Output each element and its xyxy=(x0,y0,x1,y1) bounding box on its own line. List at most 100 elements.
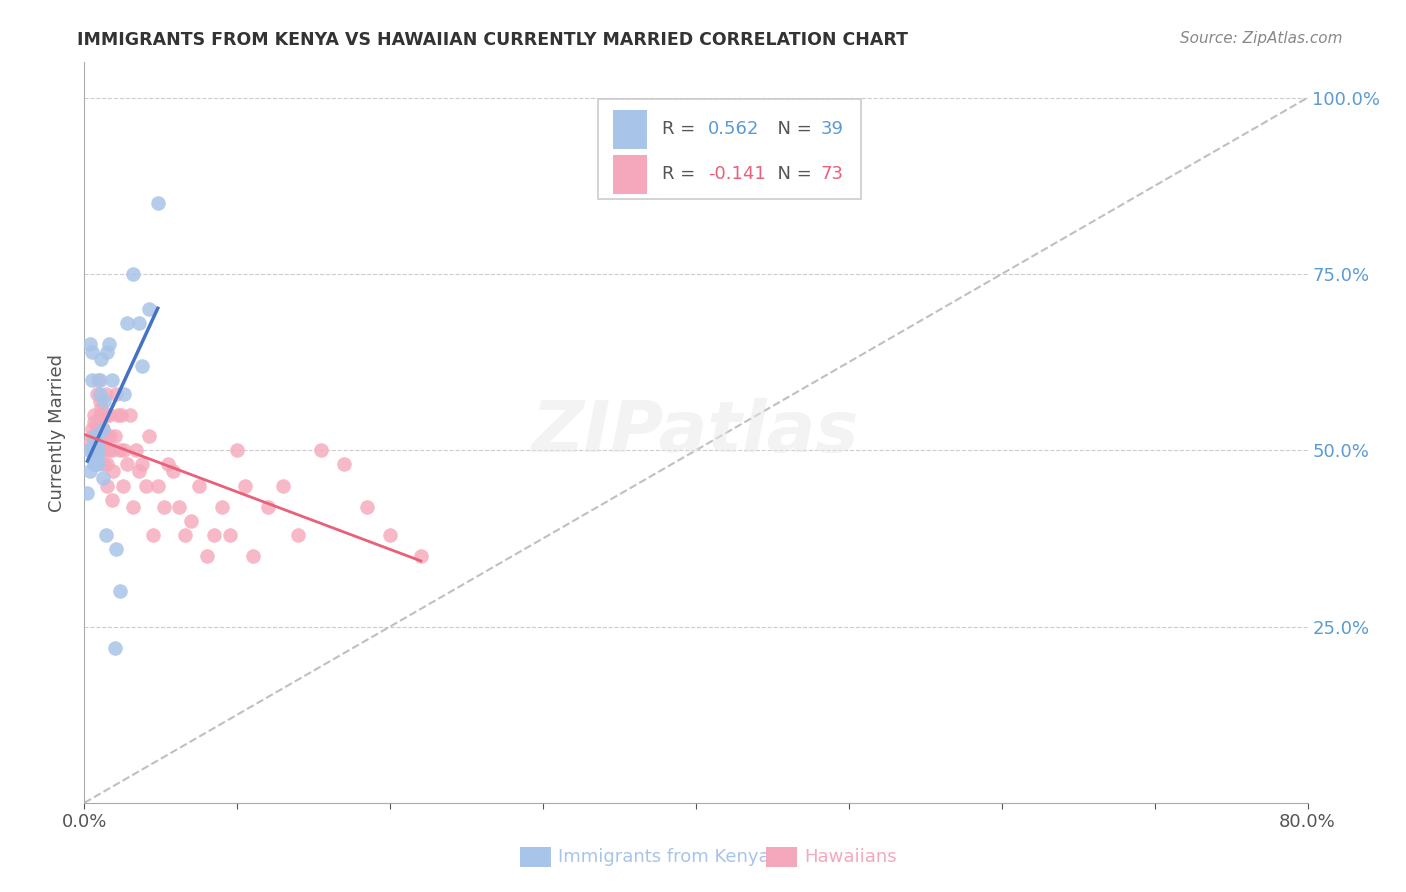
Point xyxy=(79,436,101,450)
Point xyxy=(80,422,103,436)
Point xyxy=(157,458,180,472)
FancyBboxPatch shape xyxy=(598,99,860,200)
Point xyxy=(90,401,112,415)
Point xyxy=(103,464,125,478)
Point xyxy=(84,436,107,450)
Point xyxy=(146,196,169,211)
Point xyxy=(97,443,120,458)
Point xyxy=(87,443,110,458)
Point xyxy=(94,528,117,542)
Point xyxy=(380,528,402,542)
Text: 39: 39 xyxy=(821,120,844,138)
Point xyxy=(125,443,148,458)
Point xyxy=(188,478,211,492)
Point xyxy=(87,415,110,429)
Point xyxy=(409,549,432,563)
Point xyxy=(89,408,111,422)
Text: 73: 73 xyxy=(821,165,844,184)
Point xyxy=(105,387,128,401)
Point xyxy=(93,443,115,458)
Point xyxy=(84,436,107,450)
Point xyxy=(93,458,115,472)
Text: R =: R = xyxy=(662,165,700,184)
Point xyxy=(86,429,108,443)
Point xyxy=(142,528,165,542)
Point xyxy=(90,351,112,366)
Point xyxy=(146,478,169,492)
Point xyxy=(122,267,145,281)
Point xyxy=(167,500,190,514)
Point xyxy=(93,429,115,443)
Point xyxy=(76,485,98,500)
Point xyxy=(86,387,108,401)
Point xyxy=(104,429,127,443)
Point xyxy=(84,458,107,472)
Text: IMMIGRANTS FROM KENYA VS HAWAIIAN CURRENTLY MARRIED CORRELATION CHART: IMMIGRANTS FROM KENYA VS HAWAIIAN CURREN… xyxy=(77,31,908,49)
Point xyxy=(91,422,114,436)
Point xyxy=(218,528,240,542)
Point xyxy=(79,464,101,478)
Point xyxy=(89,393,111,408)
Point xyxy=(77,443,100,458)
Point xyxy=(115,316,138,330)
Point xyxy=(98,429,121,443)
Point xyxy=(80,373,103,387)
Point xyxy=(138,302,160,317)
Point xyxy=(311,443,333,458)
Point xyxy=(233,478,256,492)
Point xyxy=(91,422,114,436)
Point xyxy=(80,344,103,359)
Point xyxy=(96,344,118,359)
Point xyxy=(135,478,157,492)
Point xyxy=(80,443,103,458)
Point xyxy=(94,408,117,422)
Point xyxy=(86,422,108,436)
Point xyxy=(90,443,112,458)
Point xyxy=(108,443,131,458)
Text: Source: ZipAtlas.com: Source: ZipAtlas.com xyxy=(1180,31,1343,46)
Point xyxy=(226,443,249,458)
Text: 0.562: 0.562 xyxy=(709,120,759,138)
Text: Immigrants from Kenya: Immigrants from Kenya xyxy=(558,848,770,866)
Point xyxy=(97,408,120,422)
Point xyxy=(84,443,107,458)
Point xyxy=(83,458,105,472)
Point xyxy=(271,478,294,492)
Point xyxy=(89,373,111,387)
Point xyxy=(287,528,309,542)
Point xyxy=(101,373,124,387)
Bar xyxy=(613,155,647,194)
Text: R =: R = xyxy=(662,120,700,138)
Point xyxy=(110,408,132,422)
Point xyxy=(128,316,150,330)
Point xyxy=(91,471,114,485)
Point xyxy=(112,387,135,401)
Point xyxy=(91,408,114,422)
Text: N =: N = xyxy=(766,165,817,184)
Point xyxy=(86,450,108,465)
Point xyxy=(131,458,153,472)
Point xyxy=(83,443,105,458)
Point xyxy=(96,478,118,492)
Y-axis label: Currently Married: Currently Married xyxy=(48,353,66,512)
Text: -0.141: -0.141 xyxy=(709,165,766,184)
Point xyxy=(356,500,378,514)
Point xyxy=(131,359,153,373)
Text: N =: N = xyxy=(766,120,817,138)
Point xyxy=(195,549,218,563)
Point xyxy=(105,541,128,556)
Point xyxy=(101,492,124,507)
Point xyxy=(93,393,115,408)
Point xyxy=(162,464,184,478)
Point xyxy=(97,337,120,351)
Point xyxy=(174,528,197,542)
Point xyxy=(90,408,112,422)
Point xyxy=(115,458,138,472)
Point xyxy=(84,429,107,443)
Point xyxy=(79,337,101,351)
Point xyxy=(89,387,111,401)
Point xyxy=(104,640,127,655)
Point xyxy=(96,458,118,472)
Point xyxy=(122,500,145,514)
Text: Hawaiians: Hawaiians xyxy=(804,848,897,866)
